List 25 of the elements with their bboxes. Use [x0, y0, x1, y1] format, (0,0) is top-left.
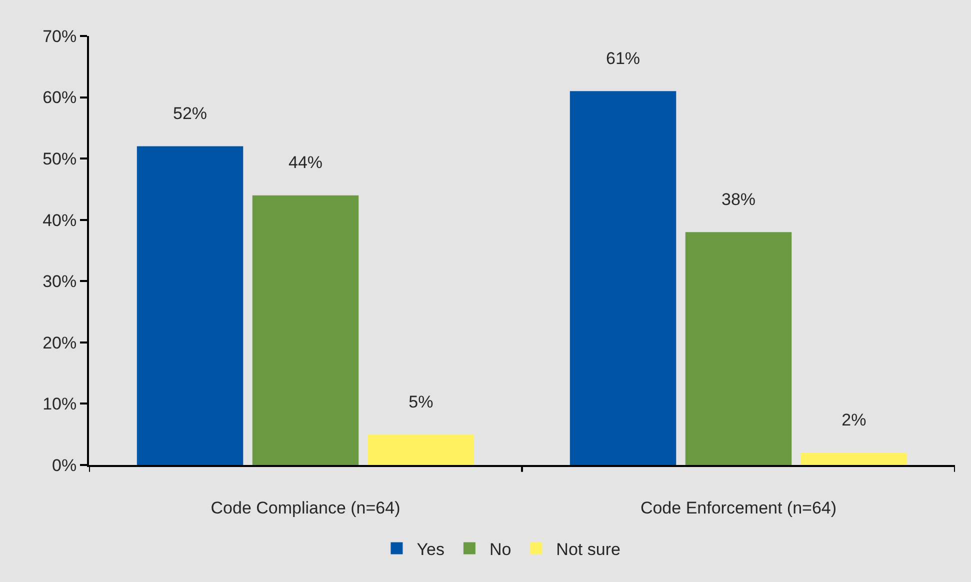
legend-label: Not sure	[556, 540, 620, 559]
legend-label: Yes	[416, 540, 444, 559]
bar	[800, 452, 908, 465]
y-tick-label: 40%	[42, 210, 77, 230]
x-tick-label: Code Enforcement (n=64)	[640, 498, 837, 518]
data-label: 2%	[842, 410, 866, 430]
bar	[368, 434, 474, 465]
x-tick-label: Code Compliance (n=64)	[210, 498, 400, 518]
bar	[570, 91, 676, 465]
legend-label: No	[489, 540, 512, 559]
data-label: 38%	[721, 190, 756, 210]
y-tick-label: 10%	[42, 394, 77, 414]
data-label: 5%	[408, 392, 434, 412]
data-label: 44%	[288, 153, 323, 172]
y-tick-label: 50%	[42, 150, 77, 169]
data-label: 61%	[606, 49, 640, 68]
y-tick-label: 70%	[42, 26, 77, 46]
y-tick-label: 20%	[42, 333, 77, 352]
y-tick-label: 60%	[42, 88, 77, 108]
data-label: 52%	[173, 104, 208, 124]
bar	[685, 232, 792, 465]
bar	[136, 146, 244, 465]
bar	[252, 195, 359, 465]
y-tick-label: 30%	[42, 272, 77, 292]
y-tick-label: 0%	[52, 456, 77, 475]
